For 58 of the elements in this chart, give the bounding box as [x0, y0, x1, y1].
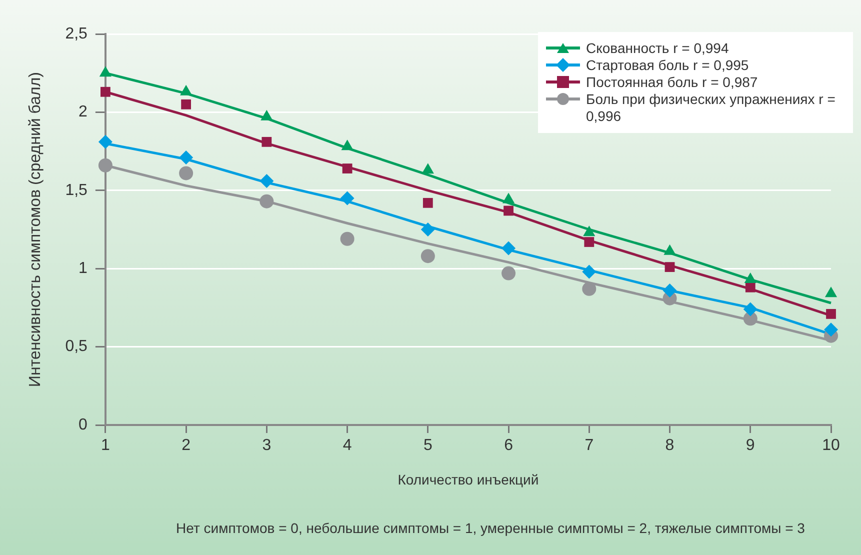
legend-label: Постоянная боль r = 0,987	[586, 74, 758, 91]
point	[826, 309, 836, 319]
point	[260, 174, 274, 188]
point	[583, 226, 596, 236]
point	[420, 249, 435, 264]
point	[98, 158, 112, 172]
point	[743, 302, 758, 316]
point	[179, 150, 194, 165]
point	[824, 322, 838, 337]
point	[502, 266, 516, 280]
point	[744, 272, 756, 284]
x-tick-label: 4	[342, 437, 352, 454]
point	[582, 282, 596, 296]
y-tick-label: 1,5	[65, 182, 88, 199]
point	[584, 237, 594, 247]
x-tick-label: 1	[100, 437, 110, 454]
x-tick-label: 7	[584, 437, 594, 454]
point	[260, 194, 274, 208]
legend-label: Боль при физических упражнениях r = 0,996	[586, 91, 836, 125]
x-tick-label: 10	[822, 437, 840, 454]
point	[181, 99, 192, 110]
point	[340, 191, 354, 206]
point	[662, 283, 677, 298]
point	[179, 166, 194, 180]
legend-label: Стартовая боль r = 0,995	[586, 57, 749, 74]
x-tick-label: 8	[665, 437, 674, 454]
point	[262, 136, 272, 147]
y-tick-label: 0,5	[65, 338, 88, 356]
point	[342, 164, 352, 174]
y-tick-label: 2	[78, 104, 88, 121]
x-axis-title: Количество инъекций	[398, 471, 539, 488]
legend-label: Скованность r = 0,994	[586, 40, 729, 57]
point	[664, 262, 675, 272]
point	[502, 192, 515, 204]
point	[582, 264, 596, 279]
point	[99, 66, 112, 77]
point	[100, 86, 110, 97]
x-tick-label: 5	[423, 437, 432, 454]
x-tick-label: 3	[262, 437, 272, 454]
point	[180, 84, 192, 96]
y-tick-label: 0	[78, 416, 88, 434]
point	[745, 282, 756, 292]
x-tick-label: 6	[504, 437, 514, 454]
point	[340, 232, 354, 246]
y-axis-title: Интенсивность симптомов (средний балл)	[27, 72, 44, 387]
point	[341, 140, 354, 150]
point	[98, 134, 112, 149]
y-tick-label: 2,5	[65, 25, 88, 42]
point	[422, 163, 434, 174]
x-tick-label: 9	[746, 437, 755, 454]
point	[420, 222, 435, 236]
point	[502, 241, 516, 256]
y-tick-label: 1	[78, 260, 88, 278]
point	[260, 110, 273, 120]
point	[504, 206, 514, 216]
x-tick-label: 2	[182, 437, 191, 454]
text: Нет симптомов = 0, небольшие симптомы = 1, умеренные симптомы = 2, тяжелые симптомы = 3	[175, 520, 806, 536]
point	[422, 198, 433, 208]
